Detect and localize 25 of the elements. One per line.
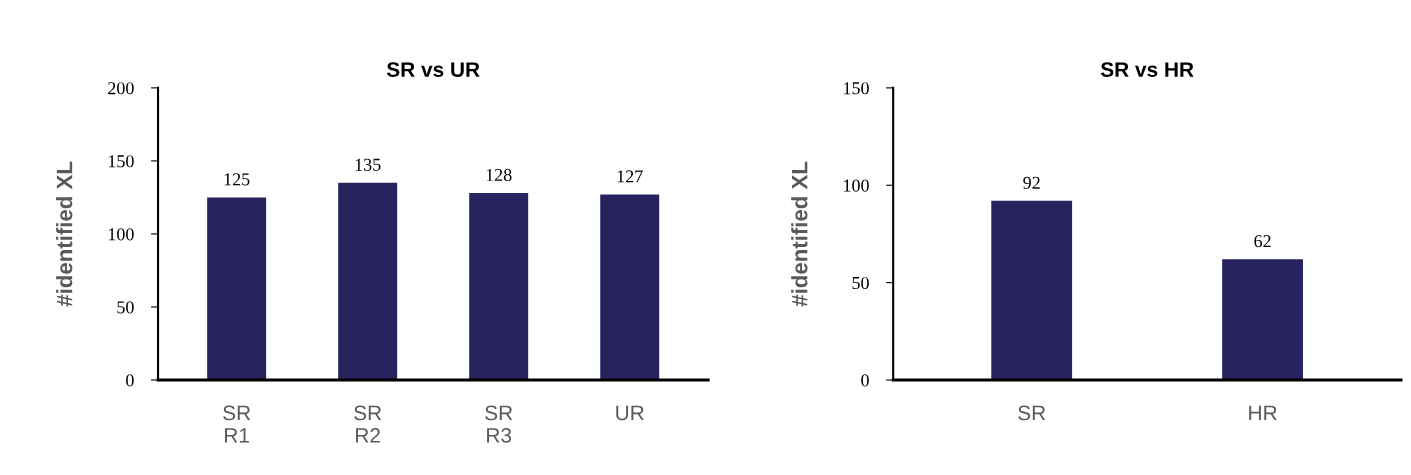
- y-tick-label: 100: [844, 179, 869, 192]
- chart-title: SR vs HR: [1100, 62, 1194, 77]
- data-label: 92: [1023, 176, 1040, 189]
- y-axis-title: #identified XL: [791, 161, 808, 307]
- x-tick-label: HR: [1249, 405, 1277, 421]
- chart-title: SR vs UR: [386, 62, 480, 77]
- x-tick-label: SR R1: [223, 405, 251, 443]
- y-axis-title: #identified XL: [56, 161, 73, 307]
- y-tick-label: 200: [108, 82, 134, 95]
- y-tick-label: 0: [126, 374, 134, 387]
- x-tick-label: UR: [616, 405, 644, 421]
- x-tick-label: SR R3: [485, 405, 513, 443]
- data-label: 125: [224, 173, 250, 186]
- y-tick-label: 100: [108, 228, 134, 241]
- y-tick-label: 50: [852, 276, 869, 290]
- x-tick-label: SR: [1018, 405, 1046, 421]
- data-label: 127: [617, 170, 643, 183]
- y-tick-label: 0: [861, 374, 869, 387]
- data-label: 62: [1254, 235, 1271, 248]
- y-tick-label: 50: [117, 301, 134, 314]
- data-label: 128: [486, 168, 512, 182]
- data-label: 135: [355, 158, 381, 171]
- x-tick-label: SR R2: [354, 405, 382, 443]
- y-tick-label: 150: [108, 155, 134, 168]
- y-tick-label: 150: [844, 82, 869, 95]
